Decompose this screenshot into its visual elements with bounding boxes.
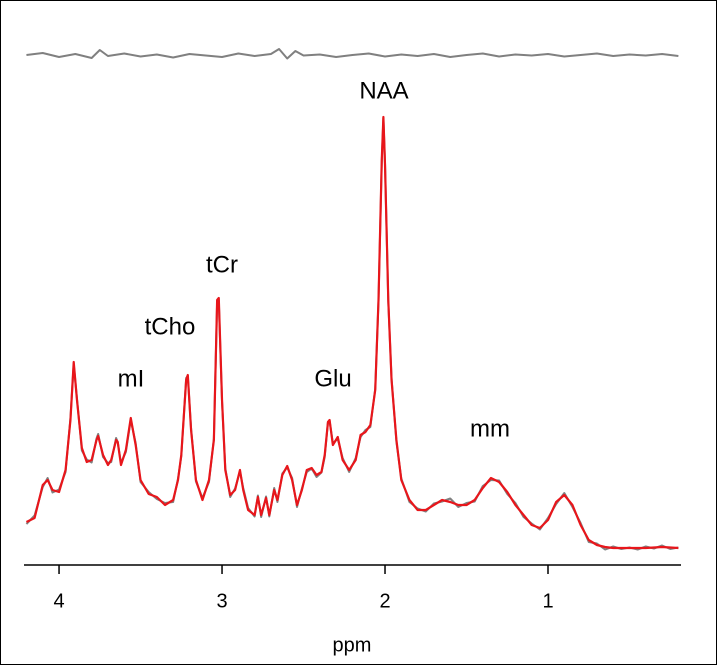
peak-label: NAA bbox=[359, 77, 408, 104]
x-tick-label: 1 bbox=[542, 590, 553, 612]
spectrum-line bbox=[25, 115, 679, 550]
peak-label: mI bbox=[118, 365, 145, 392]
spectrum-line bbox=[26, 48, 679, 60]
x-tick-label: 2 bbox=[379, 590, 390, 612]
peak-label: tCr bbox=[206, 251, 238, 278]
x-axis-label: ppm bbox=[333, 634, 372, 656]
peak-label: tCho bbox=[145, 313, 196, 340]
peak-label: mm bbox=[470, 415, 510, 442]
x-tick-label: 4 bbox=[53, 590, 64, 612]
peak-label: Glu bbox=[314, 365, 351, 392]
x-tick-label: 3 bbox=[216, 590, 227, 612]
